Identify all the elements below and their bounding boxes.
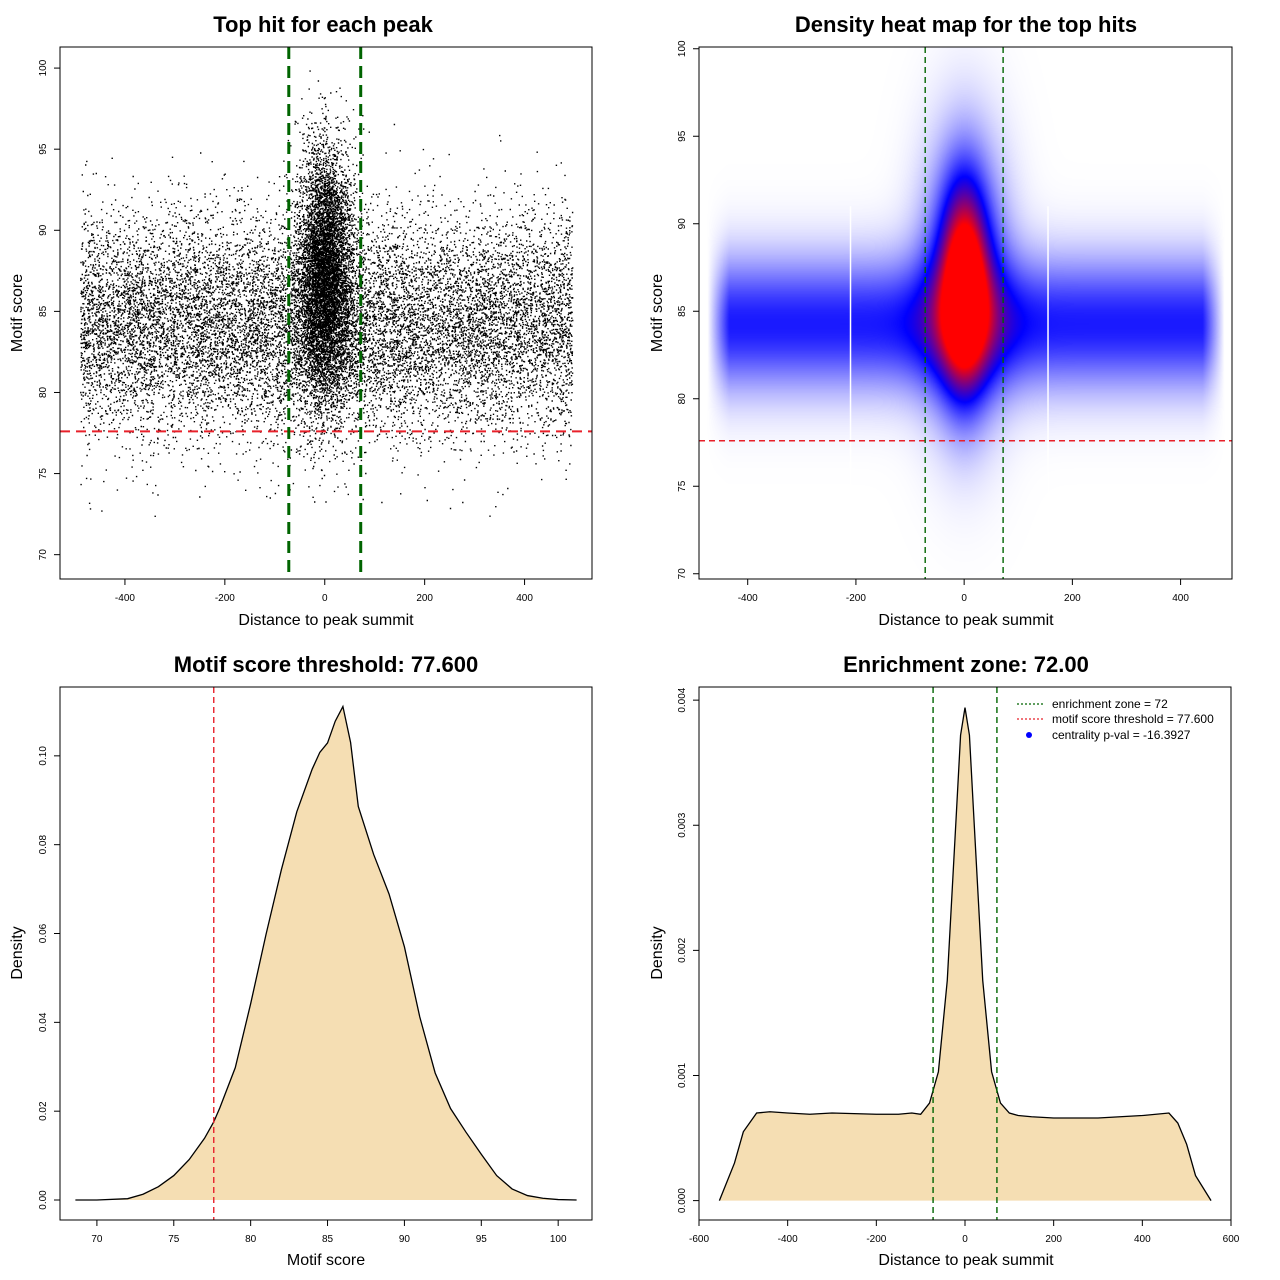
y-tick-label: 0.001 [677,1063,688,1088]
y-tick-label: 75 [677,480,688,492]
y-tick-label: 80 [38,386,49,398]
distance-density-legend: enrichment zone = 72 motif score thresho… [1017,697,1214,742]
heatmap-y-axis: 70 75 80 85 90 95 100 [677,40,700,580]
x-tick-label: 400 [1134,1234,1151,1245]
heatmap-x-label: Distance to peak summit [878,612,1054,629]
x-tick-label: -200 [846,593,866,604]
y-tick-label: 95 [677,130,688,142]
y-tick-label: 0.08 [38,835,49,855]
x-tick-label: 100 [550,1234,567,1245]
scatter-y-axis: 70 75 80 85 90 95 100 [38,59,61,561]
x-tick-label: 200 [1045,1234,1062,1245]
heatmap-panel: Density heat map for the top hits -400 -2… [649,12,1233,629]
heatmap-y-label: Motif score [649,274,666,352]
x-tick-label: -400 [115,593,135,604]
legend-centrality-point [1026,732,1032,738]
y-tick-label: 75 [38,468,49,480]
y-tick-label: 0.04 [38,1012,49,1032]
y-tick-label: 85 [677,305,688,317]
scatter-y-label: Motif score [9,274,26,352]
y-tick-label: 100 [38,59,49,76]
score-density-y-axis: 0.00 0.02 0.04 0.06 0.08 0.10 [38,746,61,1210]
y-tick-label: 0.00 [38,1190,49,1210]
x-tick-label: 90 [399,1234,411,1245]
x-tick-label: 400 [516,593,533,604]
scatter-x-axis: -400 -200 0 200 400 [115,578,533,604]
x-tick-label: -200 [866,1234,886,1245]
score-density-panel: Motif score threshold: 77.600 70 75 80 85 90… [9,652,593,1269]
x-tick-label: 95 [476,1234,488,1245]
x-tick-label: 75 [168,1234,180,1245]
x-tick-label: -200 [215,593,235,604]
score-density-title: Motif score threshold: 77.600 [174,652,478,677]
y-tick-label: 0.02 [38,1101,49,1121]
y-tick-label: 0.06 [38,923,49,943]
x-tick-label: 400 [1172,593,1189,604]
distance-density-panel: Enrichment zone: 72.00 -600 -400 -200 0 200 4… [649,652,1240,1269]
scatter-points [80,70,574,518]
heatmap-title: Density heat map for the top hits [795,12,1137,37]
y-tick-label: 0.000 [677,1188,688,1213]
x-tick-label: 200 [416,593,433,604]
x-tick-label: -600 [689,1234,709,1245]
distance-density-area [719,707,1212,1201]
scatter-x-label: Distance to peak summit [238,612,414,629]
heatmap-x-axis: -400 -200 0 200 400 [738,578,1189,604]
distance-density-title: Enrichment zone: 72.00 [843,652,1089,677]
distance-density-y-label: Density [649,926,666,979]
distance-density-curve [718,707,1212,1201]
score-density-x-axis: 70 75 80 85 90 95 100 [91,1219,567,1245]
x-tick-label: 0 [322,593,328,604]
score-density-y-label: Density [9,926,26,979]
x-tick-label: 85 [322,1234,334,1245]
x-tick-label: 80 [245,1234,257,1245]
y-tick-label: 0.003 [677,812,688,837]
y-tick-label: 90 [677,218,688,230]
x-tick-label: 0 [962,1234,968,1245]
x-tick-label: 200 [1064,593,1081,604]
y-tick-label: 95 [38,143,49,155]
legend-centrality-label: centrality p-val = -16.3927 [1052,728,1191,742]
distance-density-x-label: Distance to peak summit [878,1252,1054,1269]
scatter-panel: Top hit for each peak -400 -200 0 200 400 70… [9,12,593,629]
y-tick-label: 70 [38,549,49,561]
y-tick-label: 0.002 [677,937,688,962]
y-tick-label: 90 [38,224,49,236]
legend-threshold-label: motif score threshold = 77.600 [1052,712,1214,726]
scatter-title: Top hit for each peak [213,12,433,37]
x-tick-label: -400 [778,1234,798,1245]
y-tick-label: 85 [38,305,49,317]
y-tick-label: 0.10 [38,746,49,766]
x-tick-label: 600 [1223,1234,1240,1245]
x-tick-label: 70 [91,1234,103,1245]
distance-density-y-axis: 0.000 0.001 0.002 0.003 0.004 [677,687,700,1213]
y-tick-label: 80 [677,393,688,405]
y-tick-label: 70 [677,568,688,580]
score-density-x-label: Motif score [287,1252,365,1269]
y-tick-label: 0.004 [677,687,688,712]
score-density-area [75,706,577,1201]
x-tick-label: -400 [738,593,758,604]
x-tick-label: 0 [961,593,967,604]
y-tick-label: 100 [677,40,688,57]
score-density-curve [75,704,577,1201]
distance-density-x-axis: -600 -400 -200 0 200 400 600 [689,1219,1240,1245]
density-heatmap [699,47,1232,579]
legend-enrichment-label: enrichment zone = 72 [1052,697,1168,711]
